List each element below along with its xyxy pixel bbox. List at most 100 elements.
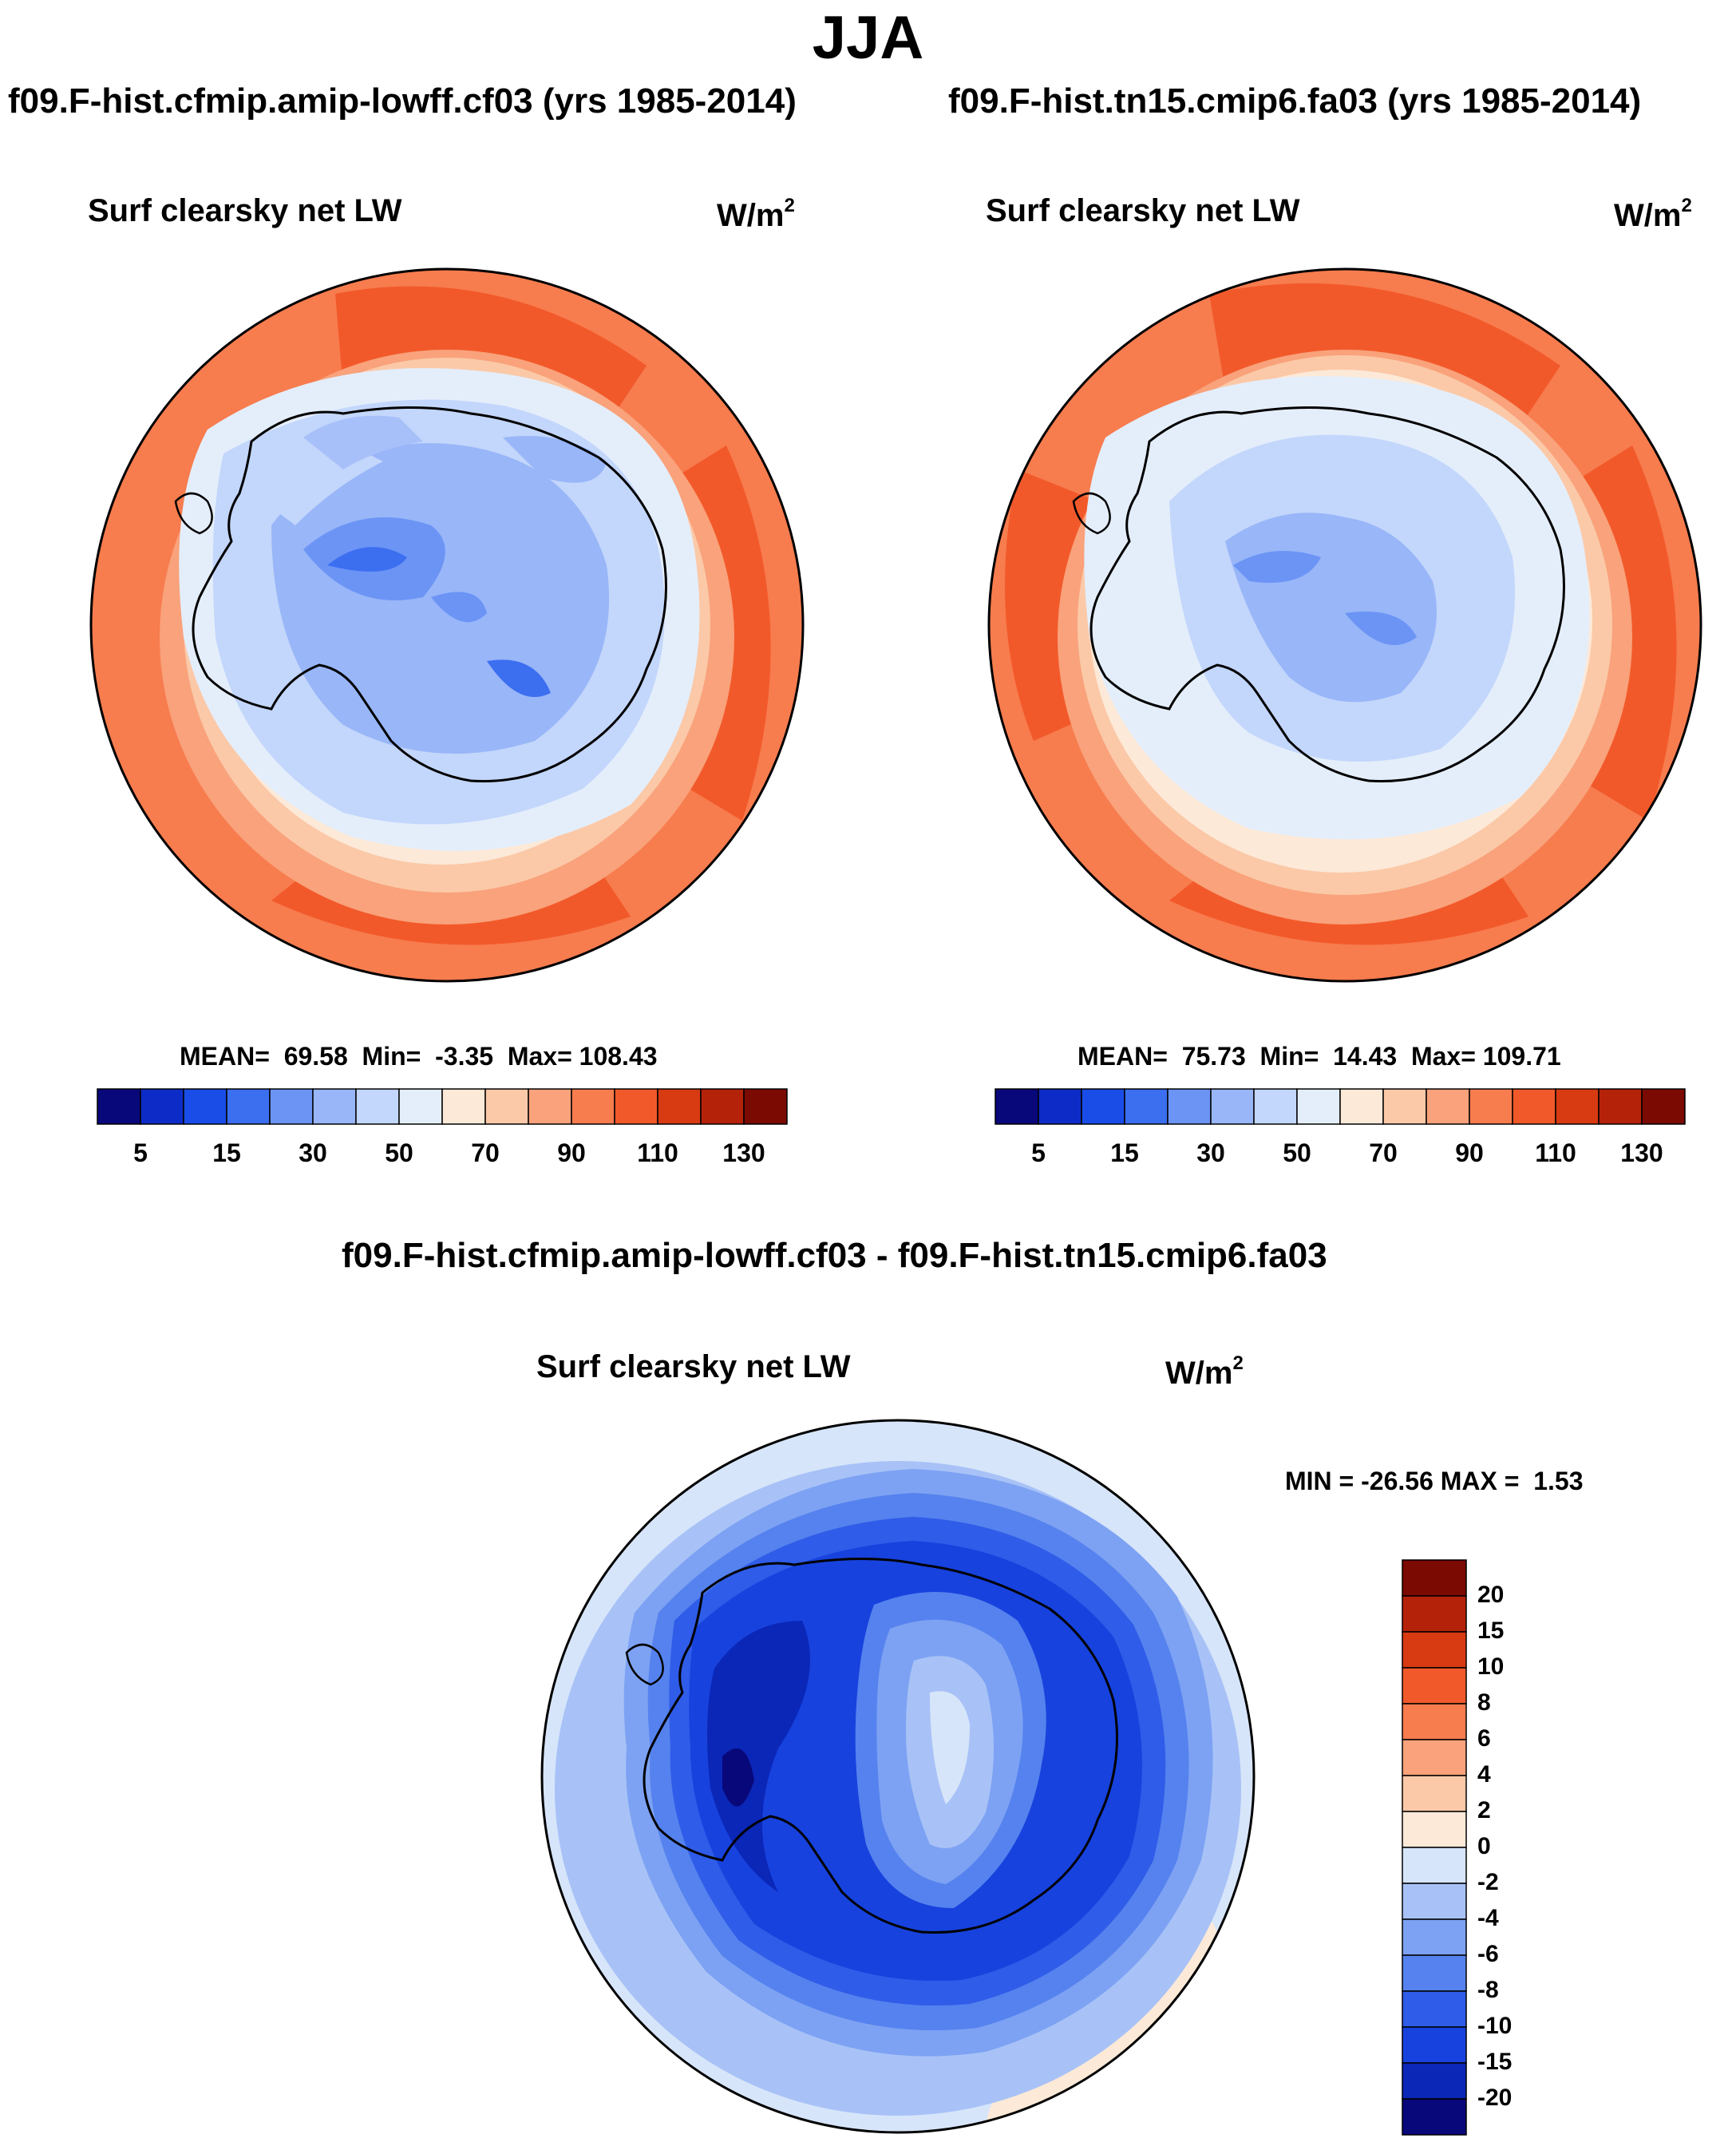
panel-right-map xyxy=(987,267,1702,983)
right-colorbar-tick-label: 130 xyxy=(1620,1138,1663,1167)
diff-units: W/m2 xyxy=(1165,1352,1244,1392)
right-colorbar-swatch xyxy=(1167,1088,1212,1125)
diff-variable: Surf clearsky net LW xyxy=(536,1349,851,1384)
diff-colorbar-tick-label: 6 xyxy=(1477,1725,1491,1752)
diff-colorbar-tick-label: -15 xyxy=(1477,2049,1513,2075)
right-colorbar-tick-label: 15 xyxy=(1110,1138,1139,1167)
right-colorbar-tick-label: 70 xyxy=(1369,1138,1398,1167)
diff-colorbar-tick-label: -6 xyxy=(1477,1941,1499,1967)
right-antarctica-coastline xyxy=(1089,406,1565,782)
left-contour-20 xyxy=(327,547,407,572)
left-colorbar-swatch xyxy=(269,1088,314,1125)
diff-colorbar xyxy=(1402,1559,1467,2136)
left-colorbar-swatch xyxy=(183,1088,227,1125)
diff-colorbar-tick-label: -8 xyxy=(1477,1977,1499,2003)
right-colorbar-swatch xyxy=(995,1088,1039,1125)
right-colorbar-swatch xyxy=(1038,1088,1082,1125)
right-colorbar-swatch xyxy=(1339,1088,1384,1125)
left-contour-50 xyxy=(263,445,383,525)
left-colorbar-swatch xyxy=(528,1088,572,1125)
right-contour-30 xyxy=(1233,551,1321,583)
right-colorbar-swatch xyxy=(1426,1088,1470,1125)
left-colorbar-swatch xyxy=(312,1088,357,1125)
left-contour-45 xyxy=(303,415,423,469)
right-colorbar-tick-label: 110 xyxy=(1535,1138,1576,1167)
panel-right-variable: Surf clearsky net LW xyxy=(986,193,1300,228)
diff-peninsula-coastline xyxy=(625,1643,664,1686)
left-colorbar-swatch xyxy=(140,1088,184,1125)
diff-colorbar-swatch xyxy=(1402,2026,1467,2064)
diff-colorbar-tick-label: -2 xyxy=(1477,1869,1499,1895)
right-colorbar-tick-label: 30 xyxy=(1196,1138,1225,1167)
diff-colorbar-swatch xyxy=(1402,1990,1467,2028)
diff-map xyxy=(540,1419,1256,2134)
diff-colorbar-tick-label: 8 xyxy=(1477,1689,1491,1716)
diff-colorbar-tick-label: -4 xyxy=(1477,1905,1499,1931)
diff-colorbar-swatch xyxy=(1402,1631,1467,1669)
diff-colorbar-swatch xyxy=(1402,2062,1467,2100)
right-colorbar-swatch xyxy=(1081,1088,1125,1125)
left-colorbar-swatch xyxy=(743,1088,788,1125)
panel-left-colorbar xyxy=(97,1088,788,1125)
right-peninsula-coastline xyxy=(1072,492,1111,535)
right-colorbar-tick-label: 90 xyxy=(1455,1138,1484,1167)
diff-colorbar-tick-label: 20 xyxy=(1477,1582,1505,1608)
diff-contour-0 xyxy=(930,1691,970,1804)
panel-left-units: W/m2 xyxy=(717,195,795,234)
diff-colorbar-swatch xyxy=(1402,2098,1467,2136)
left-contour-30 xyxy=(431,592,487,623)
left-colorbar-swatch xyxy=(657,1088,702,1125)
panel-right-stats: MEAN= 75.73 Min= 14.43 Max= 109.71 xyxy=(1078,1042,1561,1071)
diff-colorbar-tick-label: -10 xyxy=(1477,2013,1513,2039)
panel-right-units: W/m2 xyxy=(1614,195,1692,234)
diff-colorbar-swatch xyxy=(1402,1667,1467,1705)
left-colorbar-swatch xyxy=(441,1088,486,1125)
diff-antarctica-coastline xyxy=(643,1558,1118,1934)
right-map-border xyxy=(987,267,1702,983)
right-contour-30 xyxy=(1345,612,1417,645)
panel-right-case-title: f09.F-hist.tn15.cmip6.fa03 (yrs 1985-201… xyxy=(948,81,1642,121)
diff-case-title: f09.F-hist.cfmip.amip-lowff.cf03 - f09.F… xyxy=(342,1236,1327,1275)
right-colorbar-swatch xyxy=(1641,1088,1686,1125)
right-colorbar-swatch xyxy=(1469,1088,1513,1125)
diff-stats: MIN = -26.56 MAX = 1.53 xyxy=(1285,1467,1584,1495)
right-colorbar-tick-label: 50 xyxy=(1283,1138,1311,1167)
left-colorbar-tick-label: 50 xyxy=(385,1138,413,1167)
left-map-border xyxy=(89,267,805,983)
left-colorbar-tick-label: 110 xyxy=(637,1138,678,1167)
right-colorbar-swatch xyxy=(1210,1088,1255,1125)
right-colorbar-swatch xyxy=(1512,1088,1556,1125)
left-colorbar-swatch xyxy=(700,1088,745,1125)
right-colorbar-swatch xyxy=(1253,1088,1298,1125)
diff-colorbar-tick-label: 15 xyxy=(1477,1617,1505,1644)
left-colorbar-swatch xyxy=(398,1088,443,1125)
diff-colorbar-swatch xyxy=(1402,1847,1467,1884)
left-colorbar-swatch xyxy=(355,1088,400,1125)
diff-colorbar-tick-label: 10 xyxy=(1477,1653,1505,1680)
left-colorbar-swatch xyxy=(614,1088,658,1125)
right-colorbar-swatch xyxy=(1124,1088,1169,1125)
left-colorbar-swatch xyxy=(571,1088,615,1125)
diff-colorbar-swatch xyxy=(1402,1559,1467,1597)
panel-left-stats: MEAN= 69.58 Min= -3.35 Max= 108.43 xyxy=(180,1042,658,1071)
diff-colorbar-swatch xyxy=(1402,1595,1467,1633)
figure-title: JJA xyxy=(812,4,924,72)
diff-colorbar-swatch xyxy=(1402,1954,1467,1992)
left-colorbar-tick-label: 15 xyxy=(212,1138,241,1167)
diff-colorbar-swatch xyxy=(1402,1775,1467,1812)
diff-contour-minus-20 xyxy=(722,1748,754,1807)
panel-right-colorbar xyxy=(995,1088,1686,1125)
panel-left-variable: Surf clearsky net LW xyxy=(88,193,402,228)
left-colorbar-swatch xyxy=(484,1088,529,1125)
diff-colorbar-tick-label: 4 xyxy=(1477,1761,1491,1788)
left-colorbar-swatch xyxy=(226,1088,271,1125)
right-colorbar-swatch xyxy=(1296,1088,1341,1125)
left-colorbar-tick-label: 90 xyxy=(557,1138,586,1167)
right-colorbar-swatch xyxy=(1382,1088,1427,1125)
panel-left-case-title: f09.F-hist.cfmip.amip-lowff.cf03 (yrs 19… xyxy=(8,81,797,121)
left-colorbar-tick-label: 30 xyxy=(299,1138,327,1167)
diff-colorbar-swatch xyxy=(1402,1883,1467,1920)
left-colorbar-tick-label: 70 xyxy=(471,1138,500,1167)
diff-colorbar-tick-label: 0 xyxy=(1477,1833,1491,1859)
diff-colorbar-swatch xyxy=(1402,1739,1467,1776)
